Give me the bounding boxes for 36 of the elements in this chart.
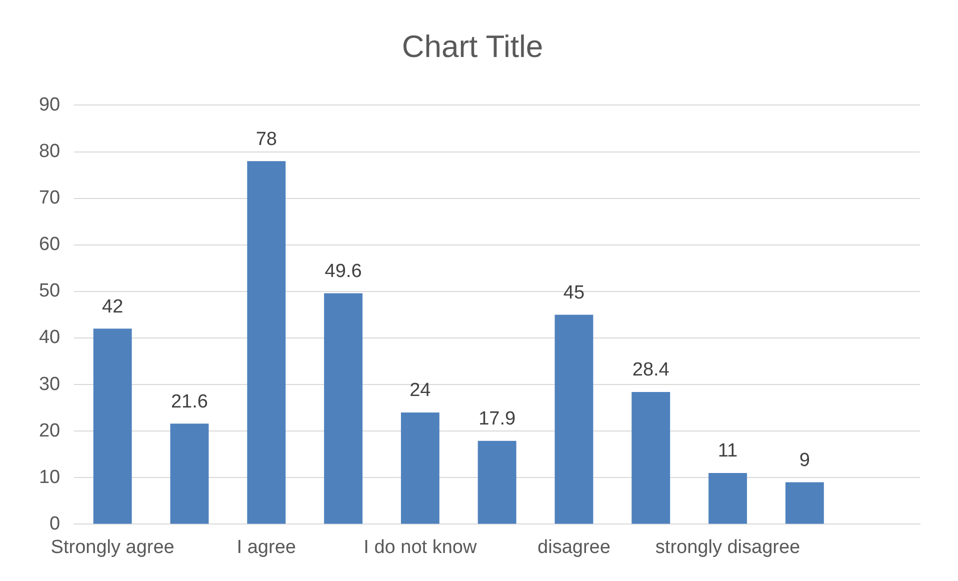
bar [554, 314, 594, 524]
y-tick-label: 20 [38, 420, 60, 442]
data-label: 28.4 [632, 360, 670, 381]
y-tick-label: 80 [38, 140, 60, 162]
data-label: 9 [799, 450, 810, 472]
bar [170, 424, 209, 524]
data-label: 24 [410, 380, 432, 402]
x-tick-label: I agree [236, 536, 296, 558]
x-tick-label: Strongly agree [50, 536, 174, 558]
y-tick-label: 30 [38, 374, 60, 395]
y-tick-label: 10 [38, 466, 60, 488]
bar [632, 392, 670, 524]
data-label: 45 [563, 282, 585, 304]
bar [785, 482, 824, 524]
data-label: 78 [256, 128, 277, 150]
data-label: 21.6 [170, 391, 208, 412]
y-tick-label: 50 [38, 280, 60, 302]
y-tick-label: 0 [50, 513, 60, 534]
y-tick-label: 60 [38, 234, 60, 256]
bar [93, 328, 132, 524]
data-label: 11 [718, 440, 738, 462]
y-tick-label: 40 [38, 327, 60, 348]
bar [478, 440, 516, 524]
data-label: 17.9 [478, 408, 516, 430]
bar [324, 293, 362, 524]
y-tick-label: 70 [38, 188, 60, 209]
x-tick-label: strongly disagree [655, 536, 800, 558]
x-tick-label: I do not know [364, 536, 477, 558]
y-tick-label: 90 [38, 94, 60, 116]
data-label: 42 [102, 296, 124, 318]
bar [247, 161, 286, 524]
bar [708, 472, 747, 524]
data-label: 49.6 [324, 261, 362, 282]
bar [400, 412, 440, 524]
chart-title: Chart Title [402, 29, 544, 64]
x-tick-label: disagree [538, 536, 610, 558]
